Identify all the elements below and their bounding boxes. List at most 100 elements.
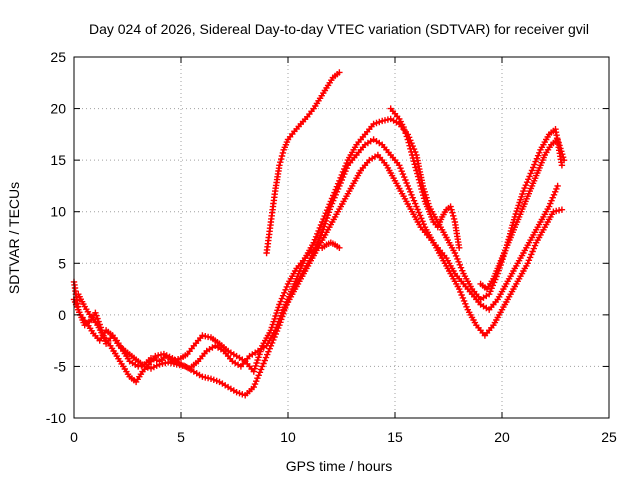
data-point-marker [94, 315, 101, 322]
data-point-marker [401, 173, 408, 181]
data-point-marker [533, 155, 541, 162]
data-point-marker [448, 206, 455, 213]
data-point-marker [528, 167, 536, 174]
data-point-marker [525, 176, 532, 183]
data-point-marker [256, 369, 264, 376]
data-point-marker [520, 187, 527, 195]
data-point-marker [147, 365, 155, 372]
data-point-marker [414, 206, 421, 213]
data-point-marker [210, 376, 217, 383]
data-point-marker [163, 352, 170, 359]
data-point-marker [529, 248, 536, 255]
data-point-marker [279, 149, 287, 157]
data-point-marker [274, 307, 281, 314]
data-point-marker [414, 173, 422, 180]
data-point-marker [331, 194, 338, 201]
y-tick-label: 20 [50, 101, 66, 117]
data-point-marker [531, 161, 538, 168]
data-point-marker [264, 351, 271, 358]
data-point-marker [278, 312, 285, 319]
x-axis-title: GPS time / hours [286, 458, 393, 474]
data-point-marker [454, 255, 461, 263]
data-point-marker [275, 304, 282, 311]
x-tick-label: 0 [70, 429, 78, 445]
data-point-marker [530, 164, 537, 171]
data-point-marker [398, 168, 405, 175]
data-point-marker [381, 117, 389, 124]
data-point-marker [450, 212, 457, 219]
data-point-marker [452, 252, 460, 260]
data-point-marker [459, 267, 466, 274]
data-point-marker [418, 185, 425, 193]
data-point-marker [342, 168, 349, 175]
data-point-marker [273, 324, 280, 331]
data-point-marker [416, 179, 423, 186]
data-point-marker [406, 142, 413, 149]
data-point-marker [252, 362, 259, 370]
data-point-marker [415, 209, 422, 216]
data-point-marker [233, 389, 240, 396]
data-point-marker [455, 258, 462, 265]
data-point-marker [404, 182, 411, 190]
data-point-marker [413, 167, 420, 174]
data-point-marker [413, 203, 420, 210]
data-point-marker [332, 191, 339, 198]
data-point-marker [451, 249, 459, 257]
data-point-marker [370, 120, 377, 128]
data-point-marker [522, 182, 529, 189]
data-point-marker [410, 197, 418, 204]
data-point-marker [558, 148, 565, 155]
x-tick-label: 10 [280, 429, 296, 445]
data-point-marker [545, 203, 553, 210]
data-point-marker [402, 130, 409, 137]
data-point-marker [255, 354, 262, 361]
data-point-marker [260, 360, 267, 367]
data-point-marker [405, 139, 412, 146]
data-point-marker [410, 158, 417, 165]
data-point-marker [525, 257, 533, 264]
data-point-marker [250, 383, 257, 391]
data-point-marker [559, 151, 566, 158]
data-point-marker [531, 242, 539, 249]
axes-layer: 0 5 10 15 20 25 -10 -5 0 5 10 15 20 25 [46, 49, 617, 445]
data-point-marker [312, 233, 320, 240]
data-point-marker [534, 152, 542, 159]
data-point-marker [514, 205, 521, 212]
data-point-marker [257, 366, 265, 373]
data-point-marker [536, 149, 543, 156]
data-point-marker [521, 184, 528, 192]
data-point-marker [558, 206, 566, 213]
data-point-marker [419, 188, 426, 196]
y-tick-label: 5 [58, 255, 66, 271]
data-point-marker [336, 244, 343, 252]
data-point-marker [554, 136, 561, 143]
data-point-marker [324, 212, 332, 219]
data-series-5 [280, 239, 343, 313]
data-point-marker [412, 200, 419, 207]
data-point-marker [486, 291, 493, 298]
data-point-marker [548, 197, 555, 204]
data-point-marker [420, 192, 427, 199]
data-point-marker [396, 162, 403, 169]
y-tick-label: 25 [50, 49, 66, 65]
data-point-marker [515, 202, 522, 209]
data-point-marker [278, 155, 285, 163]
data-point-marker [487, 288, 494, 295]
series-layer [70, 69, 568, 399]
data-point-marker [554, 182, 561, 190]
data-point-marker [262, 354, 270, 361]
data-point-marker [278, 295, 286, 302]
data-point-marker [177, 361, 185, 368]
data-point-marker [463, 303, 470, 310]
data-point-marker [399, 170, 407, 178]
data-point-marker [447, 203, 454, 210]
data-point-marker [517, 196, 524, 203]
data-point-marker [417, 182, 424, 190]
data-point-marker [282, 286, 289, 293]
data-point-marker [411, 161, 418, 168]
data-point-marker [550, 191, 558, 198]
chart-title: Day 024 of 2026, Sidereal Day-to-day VTE… [89, 21, 589, 37]
data-point-marker [265, 348, 272, 355]
data-point-marker [93, 312, 100, 319]
